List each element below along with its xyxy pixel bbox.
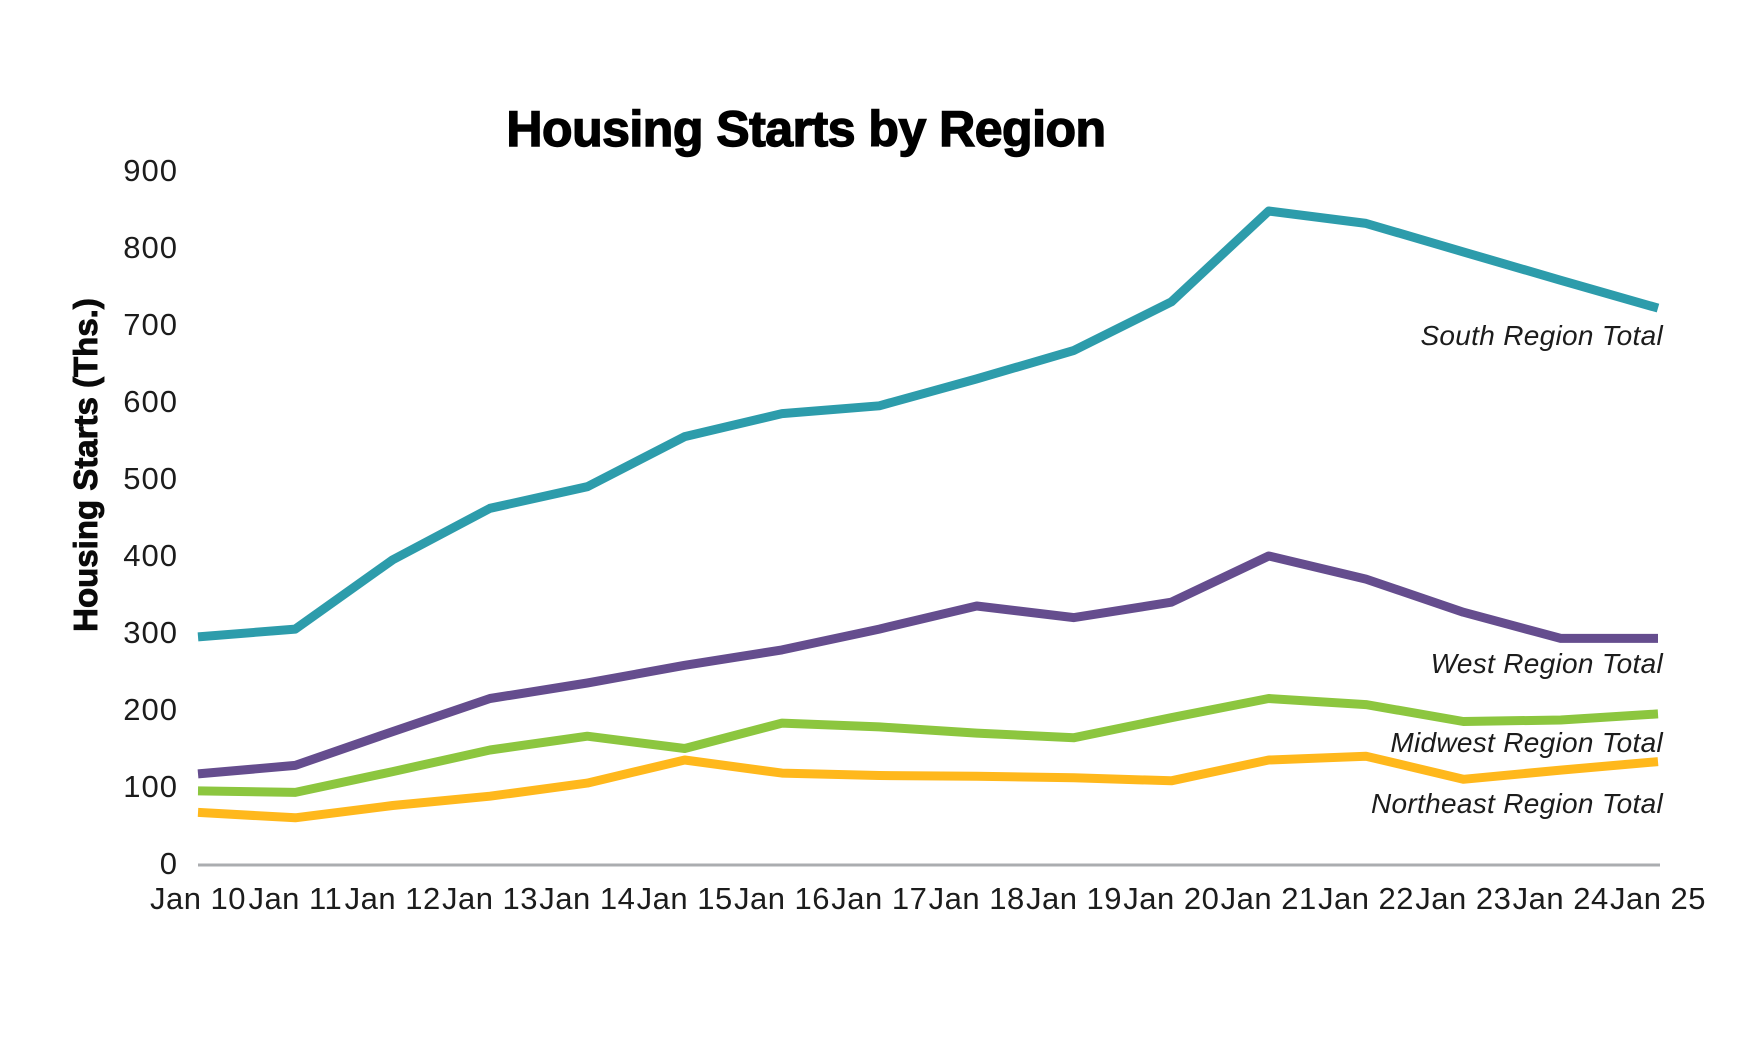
series-line-west (197, 551, 1658, 779)
y-tick-label: 500 (123, 461, 178, 496)
y-tick-label: 700 (123, 307, 178, 342)
y-tick-label: 300 (123, 615, 178, 650)
y-tick-label: 900 (123, 153, 178, 188)
x-tick-label: Jan 11 (248, 881, 343, 916)
x-tick-label: Jan 12 (344, 881, 441, 916)
x-tick-label: Jan 18 (928, 881, 1025, 916)
x-tick-label: Jan 20 (1123, 881, 1220, 916)
y-tick-label: 0 (159, 846, 178, 881)
x-tick-label: Jan 10 (149, 881, 247, 916)
chart-title: Housing Starts by Region (506, 100, 1107, 157)
y-tick-label: 100 (123, 769, 178, 804)
y-tick-label: 400 (123, 538, 178, 573)
y-tick-label: 600 (123, 384, 178, 419)
series-label-northeast: Northeast Region Total (1371, 788, 1663, 819)
x-tick-label: Jan 16 (733, 881, 831, 916)
x-tick-label: Jan 14 (539, 881, 636, 916)
x-tick-label: Jan 13 (441, 881, 539, 916)
series-label-south: South Region Total (1420, 320, 1663, 351)
x-tick-label: Jan 24 (1512, 881, 1609, 916)
x-tick-label: Jan 17 (831, 881, 928, 916)
x-tick-label: Jan 21 (1220, 881, 1317, 916)
series-line-midwest (197, 694, 1659, 797)
series-line-northeast (197, 751, 1659, 823)
x-tick-label: Jan 15 (636, 881, 733, 916)
x-tick-label: Jan 19 (1025, 881, 1123, 916)
series-line-south (197, 206, 1660, 642)
x-tick-label: Jan 22 (1317, 881, 1415, 916)
series-label-west: West Region Total (1430, 648, 1663, 679)
y-tick-label: 200 (123, 692, 178, 727)
x-tick-label: Jan 23 (1415, 881, 1512, 916)
series-label-midwest: Midwest Region Total (1390, 727, 1663, 758)
y-tick-label: 800 (123, 230, 178, 265)
x-tick-label: Jan 25 (1609, 881, 1707, 916)
